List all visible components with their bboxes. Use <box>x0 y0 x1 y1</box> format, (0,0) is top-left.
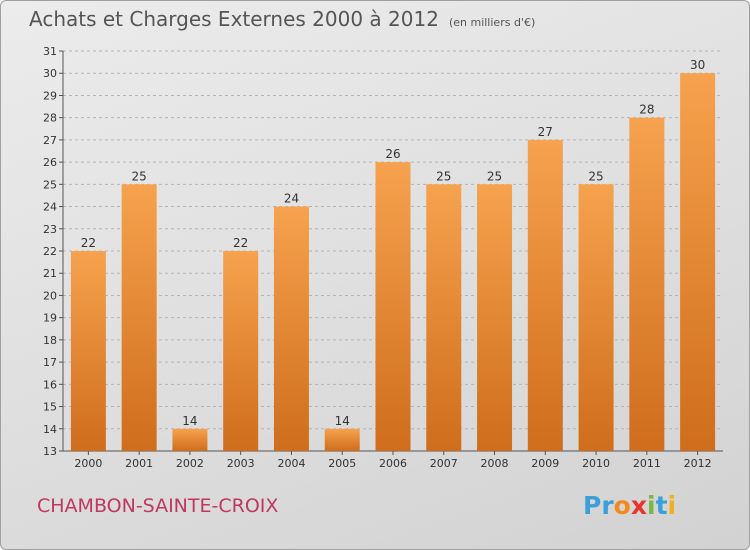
bar-value-label: 28 <box>639 103 654 117</box>
y-tick-label: 29 <box>43 89 57 102</box>
bar <box>172 428 208 451</box>
x-tick-label: 2010 <box>582 457 610 470</box>
proxiti-logo: Proxiti <box>583 491 676 520</box>
chart-unit: (en milliers d'€) <box>448 16 536 29</box>
y-tick-label: 24 <box>43 201 57 214</box>
bar-value-label: 27 <box>538 125 553 139</box>
logo-letter: P <box>583 491 602 520</box>
logo-letter: x <box>630 491 647 520</box>
x-tick-label: 2009 <box>531 457 559 470</box>
bar <box>273 206 309 451</box>
y-tick-label: 25 <box>43 178 57 191</box>
bar-value-label: 25 <box>132 169 147 183</box>
commune-name: CHAMBON-SAINTE-CROIX <box>37 495 279 517</box>
x-tick-label: 2000 <box>74 457 102 470</box>
x-tick-label: 2003 <box>227 457 255 470</box>
y-tick-label: 30 <box>43 67 57 80</box>
bar <box>223 251 259 451</box>
bar-value-label: 14 <box>335 414 350 428</box>
y-tick-label: 16 <box>43 378 57 391</box>
x-tick-label: 2007 <box>430 457 458 470</box>
bar-value-label: 26 <box>385 147 400 161</box>
x-tick-label: 2004 <box>277 457 305 470</box>
bar <box>375 162 411 451</box>
logo-letter: i <box>667 491 677 520</box>
bar-value-label: 30 <box>690 58 705 72</box>
y-tick-label: 26 <box>43 156 57 169</box>
bar-value-label: 14 <box>182 414 197 428</box>
bar-value-label: 22 <box>81 236 96 250</box>
x-tick-label: 2012 <box>684 457 712 470</box>
logo-letter: i <box>647 491 656 520</box>
y-tick-label: 21 <box>43 267 57 280</box>
y-tick-label: 20 <box>43 289 57 302</box>
x-tick-label: 2005 <box>328 457 356 470</box>
bar <box>477 184 513 452</box>
y-tick-label: 18 <box>43 334 57 347</box>
bar-value-label: 25 <box>436 169 451 183</box>
y-tick-label: 31 <box>43 45 57 58</box>
x-tick-label: 2011 <box>633 457 661 470</box>
y-tick-label: 17 <box>43 356 57 369</box>
chart-title-text: Achats et Charges Externes 2000 à 2012 <box>29 7 439 31</box>
bar <box>324 428 360 451</box>
y-tick-label: 23 <box>43 223 57 236</box>
x-tick-label: 2008 <box>481 457 509 470</box>
y-tick-label: 28 <box>43 112 57 125</box>
bar <box>680 73 716 451</box>
logo-letter: o <box>613 491 631 520</box>
y-tick-label: 27 <box>43 134 57 147</box>
bar <box>527 139 563 451</box>
logo-letter: r <box>601 491 614 520</box>
bar <box>578 184 614 452</box>
bar <box>426 184 462 452</box>
y-tick-label: 13 <box>43 445 57 458</box>
x-tick-label: 2001 <box>125 457 153 470</box>
bar-value-label: 25 <box>487 169 502 183</box>
y-tick-label: 14 <box>43 423 57 436</box>
x-tick-label: 2002 <box>176 457 204 470</box>
bar <box>629 117 665 452</box>
y-tick-label: 15 <box>43 401 57 414</box>
bar <box>70 251 106 451</box>
y-tick-label: 19 <box>43 312 57 325</box>
bar <box>121 184 157 452</box>
logo-letter: t <box>655 491 668 520</box>
bar-value-label: 24 <box>284 192 299 206</box>
bar-value-label: 25 <box>588 169 603 183</box>
x-tick-label: 2006 <box>379 457 407 470</box>
chart-title: Achats et Charges Externes 2000 à 2012 (e… <box>29 7 535 31</box>
y-tick-label: 22 <box>43 245 57 258</box>
bar-value-label: 22 <box>233 236 248 250</box>
